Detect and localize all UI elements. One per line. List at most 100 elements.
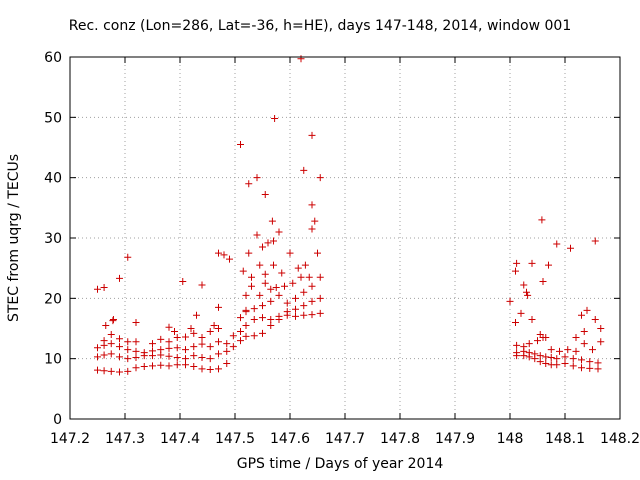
data-point bbox=[506, 297, 514, 305]
data-point bbox=[94, 366, 101, 374]
data-point bbox=[528, 315, 536, 323]
data-point bbox=[193, 311, 200, 319]
data-point bbox=[286, 249, 294, 257]
data-point bbox=[528, 259, 536, 267]
data-point bbox=[578, 311, 585, 319]
data-point bbox=[253, 231, 261, 239]
data-point bbox=[165, 338, 173, 346]
data-point bbox=[124, 367, 132, 375]
data-point bbox=[206, 328, 214, 336]
y-axis-label: STEC from uqrg / TECUs bbox=[6, 153, 22, 323]
data-point bbox=[267, 285, 275, 293]
data-point bbox=[223, 347, 231, 355]
data-point bbox=[198, 365, 206, 373]
data-point bbox=[292, 312, 299, 320]
data-point bbox=[229, 343, 237, 351]
data-point bbox=[308, 297, 316, 305]
data-point bbox=[94, 285, 101, 293]
data-point bbox=[116, 343, 123, 351]
data-point bbox=[553, 240, 561, 248]
x-tick-label: 147.7 bbox=[325, 431, 365, 447]
data-point bbox=[275, 312, 283, 320]
data-point bbox=[116, 274, 123, 282]
data-point bbox=[271, 115, 279, 123]
data-point bbox=[553, 361, 561, 369]
data-point bbox=[182, 355, 189, 363]
data-point bbox=[215, 338, 222, 346]
data-point bbox=[261, 279, 269, 287]
data-point bbox=[580, 328, 588, 336]
data-point bbox=[256, 261, 264, 269]
data-point bbox=[187, 325, 195, 332]
data-point bbox=[281, 282, 288, 290]
data-point bbox=[198, 334, 206, 342]
data-point bbox=[583, 306, 591, 314]
data-point bbox=[223, 340, 231, 348]
data-point bbox=[140, 349, 148, 357]
data-point bbox=[124, 355, 132, 363]
data-point bbox=[107, 331, 115, 339]
data-point bbox=[124, 346, 132, 354]
data-point bbox=[301, 261, 309, 269]
data-point bbox=[206, 366, 214, 374]
x-tick-label: 147.6 bbox=[270, 431, 310, 447]
data-point bbox=[572, 347, 580, 355]
data-point bbox=[292, 305, 299, 313]
data-point bbox=[513, 341, 521, 349]
data-point bbox=[513, 259, 521, 267]
data-point bbox=[316, 273, 324, 281]
x-tick-label: 147.9 bbox=[435, 431, 475, 447]
data-point bbox=[316, 174, 324, 182]
data-point bbox=[513, 349, 521, 357]
data-point bbox=[553, 355, 561, 363]
data-point bbox=[100, 367, 108, 375]
data-point bbox=[542, 353, 550, 361]
data-point bbox=[545, 261, 552, 269]
y-tick-label: 20 bbox=[44, 291, 62, 307]
data-point bbox=[237, 140, 244, 148]
data-point bbox=[561, 353, 569, 361]
data-point bbox=[272, 283, 280, 291]
data-point bbox=[297, 273, 305, 281]
data-point bbox=[259, 329, 266, 337]
data-point bbox=[292, 294, 299, 302]
data-point bbox=[586, 364, 594, 372]
data-point bbox=[556, 347, 563, 355]
data-point bbox=[107, 367, 115, 375]
data-point bbox=[109, 317, 117, 325]
data-point bbox=[157, 346, 165, 354]
data-point bbox=[215, 249, 222, 257]
data-point bbox=[259, 243, 266, 251]
data-point bbox=[512, 318, 519, 326]
data-point bbox=[100, 283, 108, 291]
x-tick-label: 148.2 bbox=[600, 431, 640, 447]
data-point bbox=[100, 351, 108, 359]
data-point bbox=[226, 255, 233, 263]
data-point bbox=[190, 343, 198, 351]
data-point bbox=[597, 325, 605, 332]
data-point bbox=[107, 340, 115, 348]
data-point bbox=[259, 302, 266, 310]
data-point bbox=[173, 353, 181, 361]
data-point bbox=[242, 332, 250, 340]
chart-title: Rec. conz (Lon=286, Lat=-36, h=HE), days… bbox=[68, 18, 572, 34]
data-point bbox=[520, 281, 528, 289]
data-point bbox=[594, 365, 602, 373]
y-ticks: 0 10 20 30 40 50 60 bbox=[44, 50, 620, 428]
data-point bbox=[525, 340, 533, 348]
data-point bbox=[250, 305, 258, 313]
data-point bbox=[198, 340, 206, 348]
data-point bbox=[149, 362, 156, 370]
data-point bbox=[278, 269, 286, 277]
data-point bbox=[294, 264, 302, 272]
data-point bbox=[597, 338, 605, 346]
data-points bbox=[94, 55, 605, 376]
data-point bbox=[578, 364, 585, 372]
data-point bbox=[589, 346, 596, 354]
data-point bbox=[300, 288, 308, 296]
data-point bbox=[107, 350, 115, 358]
data-point bbox=[536, 358, 544, 366]
x-tick-label: 148.1 bbox=[545, 431, 585, 447]
data-point bbox=[275, 291, 283, 299]
